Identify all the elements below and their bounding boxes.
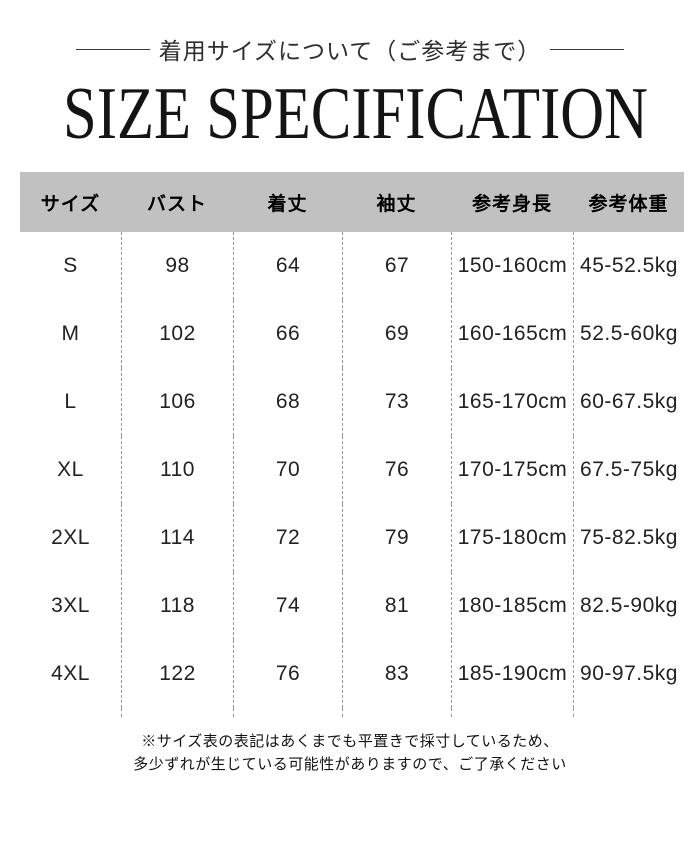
column-header-size: サイズ <box>40 193 101 215</box>
cell-sleeve: 83 <box>342 640 451 708</box>
cell-height: 170-175cm <box>451 436 573 504</box>
cell-length: 66 <box>233 300 342 368</box>
jp-heading-text: 着用サイズについて（ご参考まで） <box>158 39 542 64</box>
cell-sleeve: 81 <box>342 572 451 640</box>
cell-weight: 45-52.5kg <box>573 232 684 300</box>
cell-weight: 90-97.5kg <box>573 640 684 708</box>
cell-bust: 118 <box>121 572 233 640</box>
cell-length: 64 <box>233 232 342 300</box>
size-spec-sheet: 着用サイズについて（ご参考まで） SIZE SPECIFICATION サイズ … <box>0 36 700 858</box>
column-header-sleeve: 袖丈 <box>376 193 417 215</box>
cell-bust: 106 <box>121 368 233 436</box>
cell-weight: 60-67.5kg <box>573 368 684 436</box>
cell-height: 180-185cm <box>451 572 573 640</box>
table-row-xl: XL 110 70 76 170-175cm 67.5-75kg <box>20 436 684 504</box>
note-line-1: ※サイズ表の表記はあくまでも平置きで採寸しているため、 <box>141 733 559 750</box>
table-row-m: M 102 66 69 160-165cm 52.5-60kg <box>20 300 684 368</box>
cell-size: S <box>63 254 78 277</box>
cell-sleeve: 67 <box>342 232 451 300</box>
jp-heading: 着用サイズについて（ご参考まで） <box>0 36 700 64</box>
table-row-l: L 106 68 73 165-170cm 60-67.5kg <box>20 368 684 436</box>
cell-weight: 67.5-75kg <box>573 436 684 504</box>
cell-length: 70 <box>233 436 342 504</box>
cell-size: M <box>61 322 80 345</box>
cell-height: 185-190cm <box>451 640 573 708</box>
measurement-note: ※サイズ表の表記はあくまでも平置きで採寸しているため、 多少ずれが生じている可能… <box>0 730 700 777</box>
cell-weight: 75-82.5kg <box>573 504 684 572</box>
cell-sleeve: 76 <box>342 436 451 504</box>
cell-height: 150-160cm <box>451 232 573 300</box>
table-row-2xl: 2XL 114 72 79 175-180cm 75-82.5kg <box>20 504 684 572</box>
cell-size: 2XL <box>51 526 90 549</box>
cell-sleeve: 69 <box>342 300 451 368</box>
column-header-weight: 参考体重 <box>588 193 669 215</box>
column-header-length: 着丈 <box>267 193 308 215</box>
table-row-s: S 98 64 67 150-160cm 45-52.5kg <box>20 232 684 300</box>
cell-height: 160-165cm <box>451 300 573 368</box>
cell-sleeve: 73 <box>342 368 451 436</box>
cell-length: 68 <box>233 368 342 436</box>
cell-height: 175-180cm <box>451 504 573 572</box>
cell-bust: 122 <box>121 640 233 708</box>
cell-height: 165-170cm <box>451 368 573 436</box>
cell-size: XL <box>57 458 84 481</box>
cell-length: 72 <box>233 504 342 572</box>
cell-size: 3XL <box>51 594 90 617</box>
cell-size: 4XL <box>51 662 90 685</box>
heading-rule-right-icon <box>550 48 625 50</box>
column-header-bust: バスト <box>146 193 207 215</box>
cell-length: 76 <box>233 640 342 708</box>
heading-rule-left-icon <box>75 48 150 50</box>
cell-size: L <box>64 390 77 413</box>
size-table: サイズ バスト 着丈 袖丈 参考身長 参考体重 S 98 64 67 150-1… <box>20 172 684 717</box>
table-row-3xl: 3XL 118 74 81 180-185cm 82.5-90kg <box>20 572 684 640</box>
table-separator-tail <box>20 708 684 717</box>
page-title: SIZE SPECIFICATION <box>63 73 648 155</box>
cell-length: 74 <box>233 572 342 640</box>
cell-bust: 102 <box>121 300 233 368</box>
note-line-2: 多少ずれが生じている可能性がありますので、ご了承ください <box>133 756 567 774</box>
table-header-row: サイズ バスト 着丈 袖丈 参考身長 参考体重 <box>20 172 684 232</box>
cell-weight: 52.5-60kg <box>573 300 684 368</box>
cell-bust: 114 <box>121 504 233 572</box>
cell-bust: 110 <box>121 436 233 504</box>
table-row-4xl: 4XL 122 76 83 185-190cm 90-97.5kg <box>20 640 684 708</box>
cell-weight: 82.5-90kg <box>573 572 684 640</box>
column-header-height: 参考身長 <box>471 193 552 215</box>
cell-sleeve: 79 <box>342 504 451 572</box>
cell-bust: 98 <box>121 232 233 300</box>
